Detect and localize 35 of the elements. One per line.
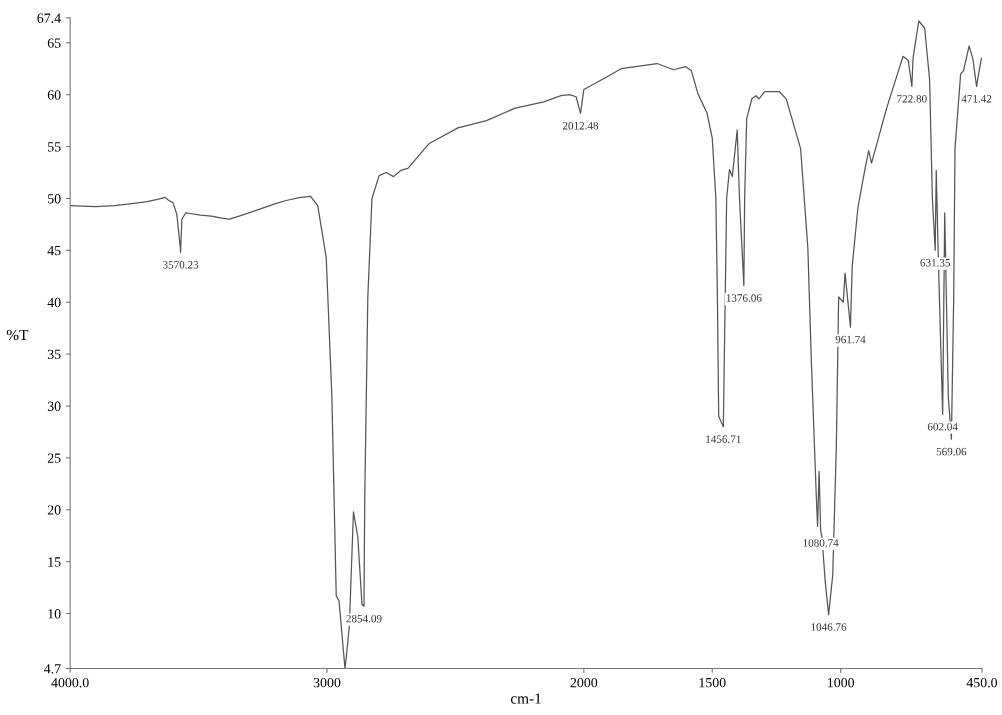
- annotation: 569.06: [936, 447, 967, 456]
- annotation: 2012.48: [562, 122, 599, 130]
- annotation: 631.35: [920, 259, 951, 267]
- x-tick-label: 450.0: [966, 677, 998, 688]
- y-tick-label: 40: [47, 297, 61, 308]
- annotation: 471.42: [961, 95, 992, 103]
- y-tick-label: 15: [48, 557, 61, 567]
- y-tick-label: 55: [48, 142, 61, 152]
- annotation: 961.74: [835, 335, 866, 344]
- annotation: 722.80: [897, 95, 927, 103]
- x-tick-label: 3000: [313, 677, 341, 688]
- x-tick-label: 2000: [570, 677, 598, 688]
- y-tick-label: 50: [48, 194, 61, 204]
- annotation: 602.04: [927, 422, 958, 431]
- y-tick-label: 25: [47, 453, 61, 463]
- y-tick-label: 45: [47, 246, 61, 256]
- x-tick-label: 1000: [828, 677, 855, 688]
- x-tick-label: 1500: [699, 677, 726, 688]
- annotation: 3570.23: [163, 261, 199, 269]
- annotation: 1046.76: [811, 623, 847, 631]
- y-tick-label: 10: [48, 609, 61, 619]
- x-axis-title: cm-1: [510, 693, 541, 704]
- y-tick-label: 35: [47, 349, 61, 360]
- annotation: 1456.71: [706, 435, 741, 443]
- y-tick-label: 20: [47, 505, 61, 515]
- annotation: 2854.09: [346, 614, 382, 623]
- annotation: 1376.06: [726, 294, 762, 302]
- y-tick-label: 67.4: [37, 13, 61, 23]
- x-tick-label: 4000.0: [51, 677, 89, 688]
- y-tick-label: 65: [47, 38, 61, 48]
- y-tick-label: 60: [47, 90, 61, 100]
- y-tick-label: 30: [47, 401, 61, 411]
- y-tick-label: 4.7: [44, 664, 61, 674]
- y-axis-title: %T: [6, 329, 29, 341]
- annotation: 1080.74: [803, 539, 839, 547]
